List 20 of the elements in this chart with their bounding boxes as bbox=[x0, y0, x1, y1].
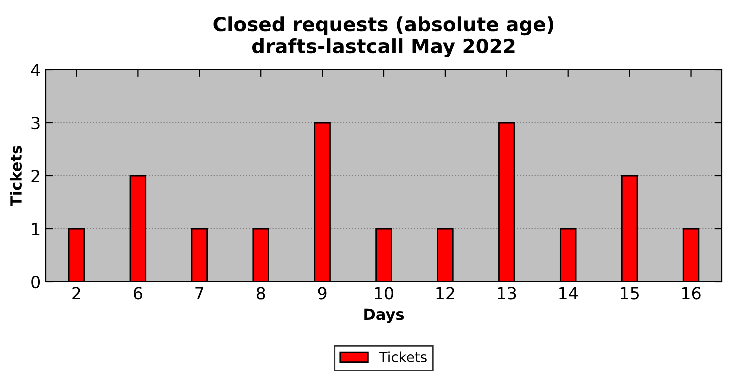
x-tick-label: 8 bbox=[256, 287, 266, 300]
x-tick-label: 10 bbox=[375, 287, 394, 300]
y-tick-label: 1 bbox=[32, 223, 40, 236]
x-tick-label: 13 bbox=[498, 287, 516, 300]
y-tick-label: 3 bbox=[32, 116, 40, 130]
y-axis-title: Tickets bbox=[10, 146, 22, 207]
x-tick-label: 2 bbox=[72, 287, 80, 300]
x-tick-label: 14 bbox=[560, 287, 578, 300]
legend-label: Tickets bbox=[379, 352, 427, 362]
chart-title: Closed requests (absolute age) drafts-lastcall May 2022 bbox=[214, 16, 554, 58]
y-tick-label: 2 bbox=[32, 170, 40, 182]
x-tick-label: 6 bbox=[134, 287, 142, 300]
y-tick-label: 4 bbox=[31, 64, 40, 76]
x-tick-label: 12 bbox=[436, 287, 454, 300]
x-tick-label: 7 bbox=[196, 287, 204, 300]
x-tick-label: 16 bbox=[682, 287, 701, 300]
x-tick-label: 15 bbox=[621, 287, 639, 300]
x-tick-label: 9 bbox=[318, 287, 327, 300]
y-tick-label: 0 bbox=[32, 276, 40, 289]
x-axis-title: Days bbox=[364, 308, 404, 324]
